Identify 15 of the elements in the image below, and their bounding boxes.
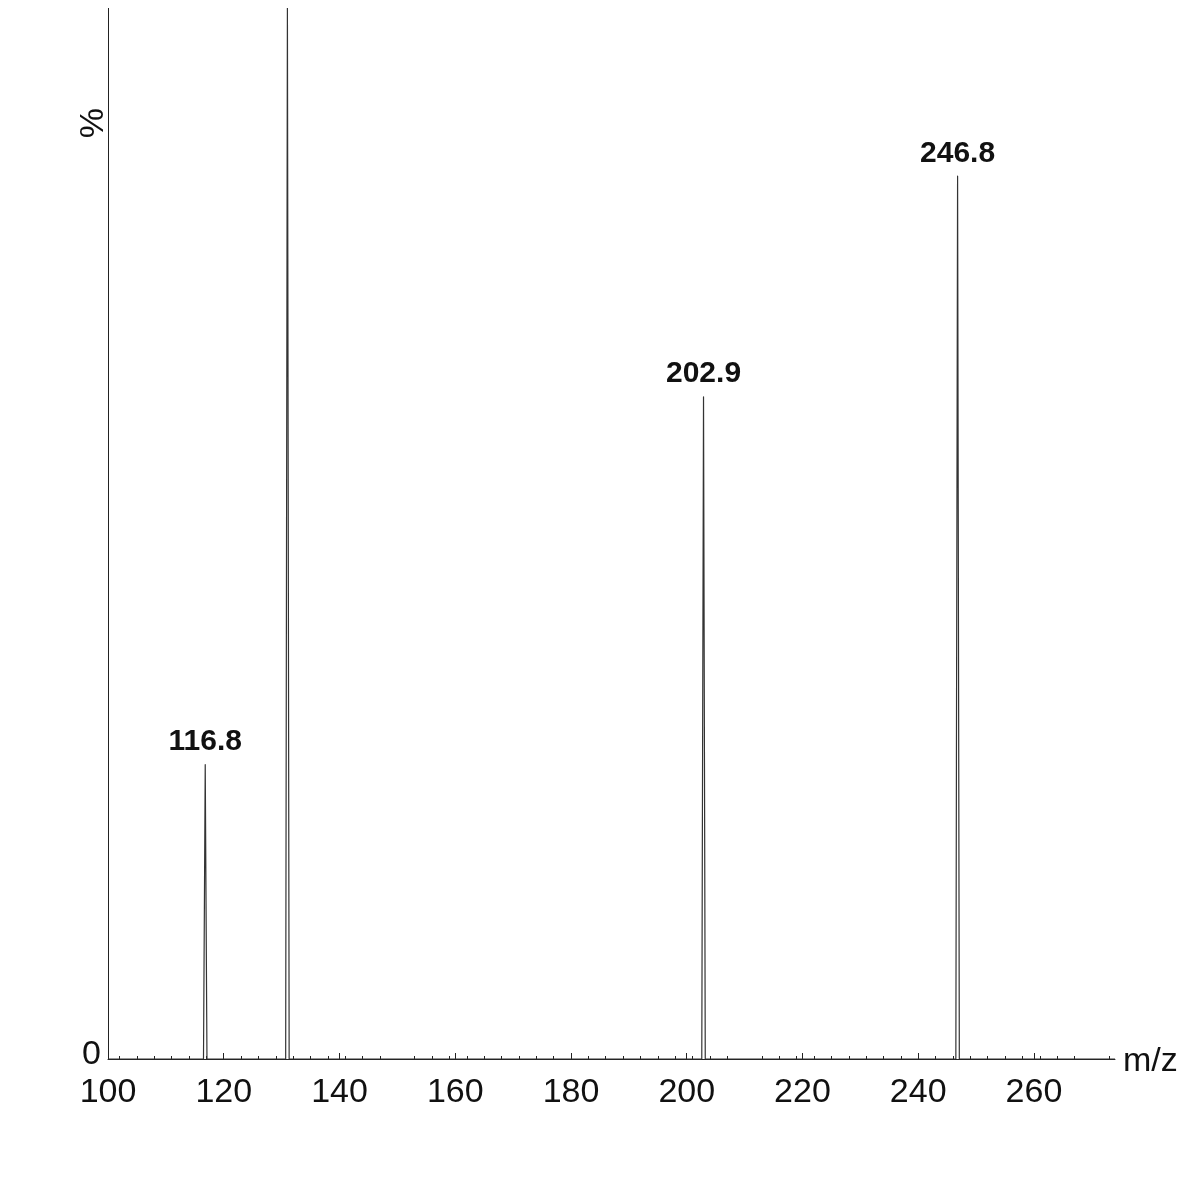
x-tick-label: 160: [426, 1071, 484, 1109]
annotation: 116.8: [168, 723, 242, 757]
x-tick-label: 120: [195, 1071, 253, 1109]
y-axis-title: %: [72, 108, 110, 139]
x-tick-label: 200: [658, 1071, 716, 1109]
annotation: 246.8: [920, 134, 996, 168]
x-tick-label: 140: [311, 1071, 368, 1109]
text: 0: [82, 1033, 101, 1071]
x-axis-title: m/z: [1123, 1040, 1178, 1078]
x-tick-label: 100: [79, 1071, 137, 1109]
x-tick-label: 220: [774, 1071, 831, 1109]
x-tick-label: 260: [1005, 1071, 1063, 1109]
x-tick-label: 180: [542, 1071, 600, 1109]
annotation: 202.9: [665, 355, 742, 389]
x-tick-label: 240: [889, 1071, 947, 1109]
